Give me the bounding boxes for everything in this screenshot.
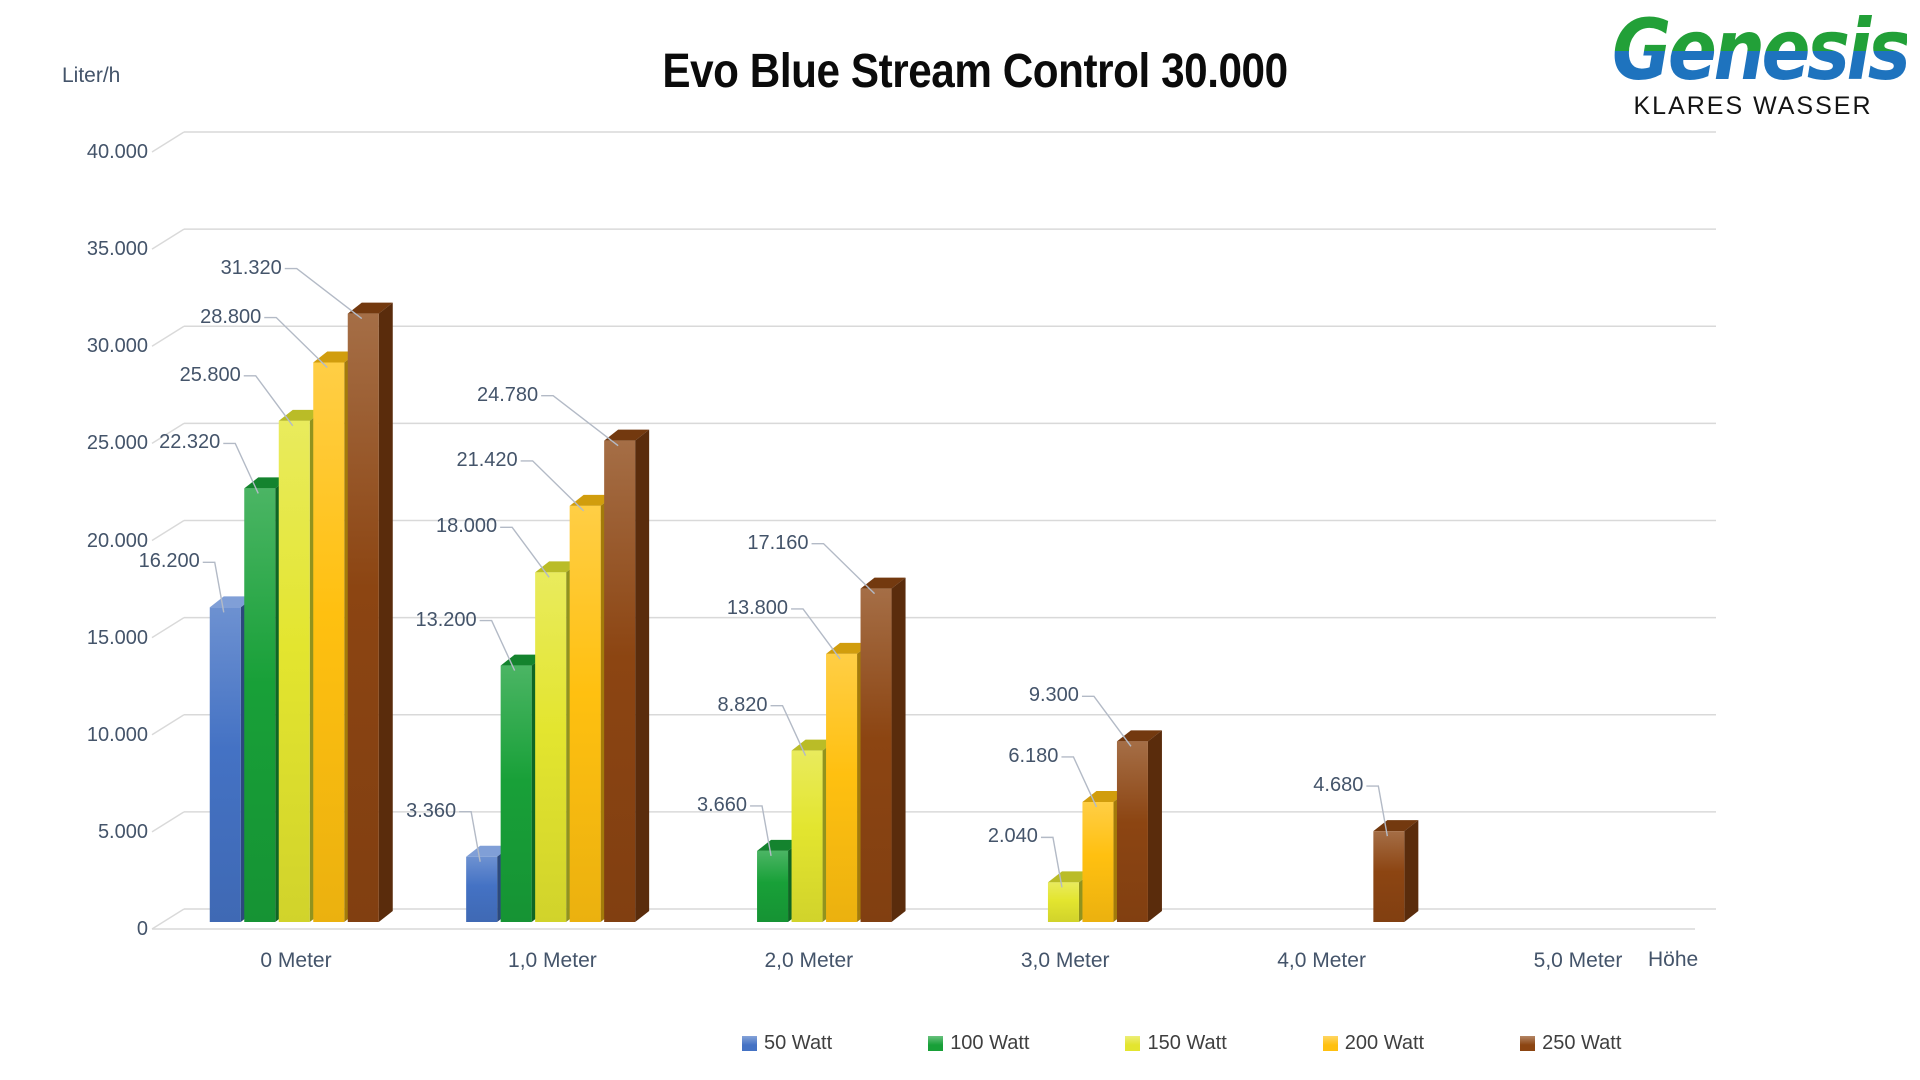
data-label: 18.000: [435, 515, 498, 538]
y-tick-label: 20.000: [86, 529, 148, 552]
y-tick-label: 5.000: [97, 820, 148, 843]
legend-item: 50 Watt: [742, 1032, 832, 1055]
legend-label: 100 Watt: [950, 1032, 1030, 1054]
bars: [209, 302, 1419, 923]
legend-item: 150 Watt: [1125, 1032, 1227, 1055]
gridlines: [151, 131, 1716, 930]
data-label: 6.180: [1008, 744, 1059, 767]
category-label: 3,0 Meter: [1020, 949, 1110, 972]
data-label: 3.660: [696, 793, 748, 816]
legend-swatch: [742, 1036, 757, 1051]
legend: 50 Watt 100 Watt 150 Watt 200 Watt 250 Watt: [742, 1032, 1621, 1055]
legend-swatch: [1322, 1036, 1338, 1051]
data-label: 9.300: [1028, 684, 1079, 707]
legend-label: 250 Watt: [1542, 1032, 1622, 1054]
data-label: 25.800: [179, 363, 241, 386]
data-label: 22.320: [159, 431, 221, 454]
legend-swatch: [928, 1036, 944, 1051]
x-axis-title: Höhe: [1648, 948, 1699, 971]
legend-label: 150 Watt: [1147, 1032, 1227, 1054]
y-tick-label: 30.000: [86, 335, 148, 358]
genesis-logo: Genesis KLARES WASSER: [1588, 8, 1918, 119]
y-tick-label: 25.000: [86, 432, 148, 455]
data-label: 28.800: [200, 305, 262, 328]
legend-item: 100 Watt: [928, 1032, 1029, 1055]
data-label: 3.360: [406, 799, 457, 822]
category-label: 4,0 Meter: [1277, 949, 1366, 972]
bar-250-watt-3-0-meter: [1116, 730, 1162, 922]
y-axis-title: Liter/h: [62, 64, 121, 87]
data-label: 2.040: [987, 825, 1038, 848]
data-label: 4.680: [1313, 774, 1364, 797]
legend-item: 200 Watt: [1322, 1032, 1425, 1055]
legend-swatch: [1520, 1036, 1536, 1051]
data-label: 16.200: [138, 550, 200, 573]
y-tick-label: 0: [136, 918, 148, 940]
data-label: 13.800: [726, 596, 789, 619]
y-tick-label: 10.000: [86, 723, 148, 746]
bar-250-watt-2-0-meter: [860, 577, 906, 922]
category-label: 1,0 Meter: [508, 949, 597, 972]
chart-title: Evo Blue Stream Control 30.000: [662, 45, 1288, 98]
brand-wordmark: Genesis: [1612, 1, 1911, 99]
data-label: 8.820: [717, 693, 768, 716]
category-label: 0 Meter: [260, 949, 332, 972]
legend-label: 50 Watt: [764, 1032, 833, 1054]
data-label: 17.160: [747, 531, 809, 554]
bar-250-watt-1-0-meter: [604, 429, 650, 922]
y-tick-label: 40.000: [86, 141, 148, 163]
data-label: 31.320: [220, 256, 282, 279]
data-label: 24.780: [476, 383, 539, 406]
y-tick-label: 15.000: [86, 626, 148, 649]
y-tick-label: 35.000: [86, 238, 148, 261]
legend-label: 200 Watt: [1344, 1032, 1425, 1054]
legend-swatch: [1125, 1036, 1141, 1051]
category-label: 5,0 Meter: [1533, 949, 1623, 972]
category-label: 2,0 Meter: [764, 949, 854, 972]
legend-item: 250 Watt: [1520, 1032, 1621, 1055]
leader-lines: [202, 267, 1389, 888]
brand-tagline: KLARES WASSER: [1633, 92, 1873, 120]
data-label: 13.200: [415, 608, 477, 631]
bar-250-watt-0-meter: [347, 302, 393, 922]
data-label: 21.420: [456, 448, 518, 471]
